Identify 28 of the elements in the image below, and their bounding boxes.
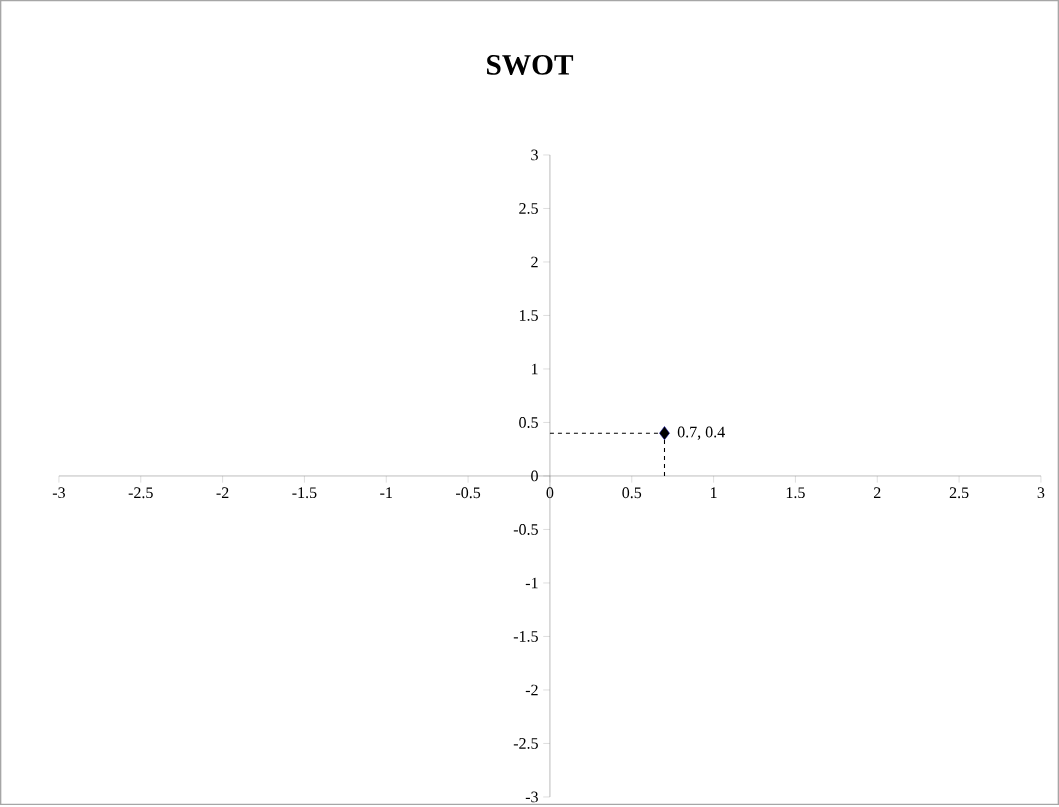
x-tick-label: -2.5 bbox=[128, 487, 153, 499]
chart-title: SWOT bbox=[487, 55, 574, 76]
x-tick-label: 1 bbox=[710, 487, 717, 499]
x-tick-label: 2.5 bbox=[949, 487, 969, 499]
x-tick-label: -2 bbox=[216, 487, 229, 499]
x-tick-label: 0 bbox=[546, 487, 554, 499]
y-tick-label: 3 bbox=[531, 149, 538, 161]
data-label: 0.7, 0.4 bbox=[677, 426, 725, 440]
y-tick-label: 1 bbox=[531, 363, 538, 375]
y-tick-label: -2 bbox=[525, 684, 538, 696]
y-tick-label: -0.5 bbox=[513, 524, 538, 536]
y-tick-label: 2 bbox=[531, 256, 538, 268]
x-tick-label: -0.5 bbox=[456, 487, 481, 499]
y-tick-label: 0.5 bbox=[519, 417, 538, 429]
x-tick-label: -1 bbox=[380, 487, 392, 499]
y-tick-label: 2.5 bbox=[519, 203, 538, 214]
y-tick-label: 1.5 bbox=[519, 310, 538, 321]
y-tick-label: -1 bbox=[525, 577, 538, 589]
x-tick-label: -3 bbox=[52, 487, 65, 499]
y-tick-label: 0 bbox=[531, 470, 538, 482]
x-tick-label: -1.5 bbox=[292, 487, 317, 499]
x-tick-label: 0.5 bbox=[622, 487, 642, 499]
x-tick-label: 2 bbox=[873, 487, 881, 499]
y-tick-label: -1.5 bbox=[513, 631, 538, 642]
y-tick-label: -3 bbox=[525, 791, 538, 803]
x-tick-label: 1.5 bbox=[786, 487, 805, 499]
x-tick-label: 3 bbox=[1037, 487, 1045, 499]
y-tick-label: -2.5 bbox=[513, 738, 538, 749]
